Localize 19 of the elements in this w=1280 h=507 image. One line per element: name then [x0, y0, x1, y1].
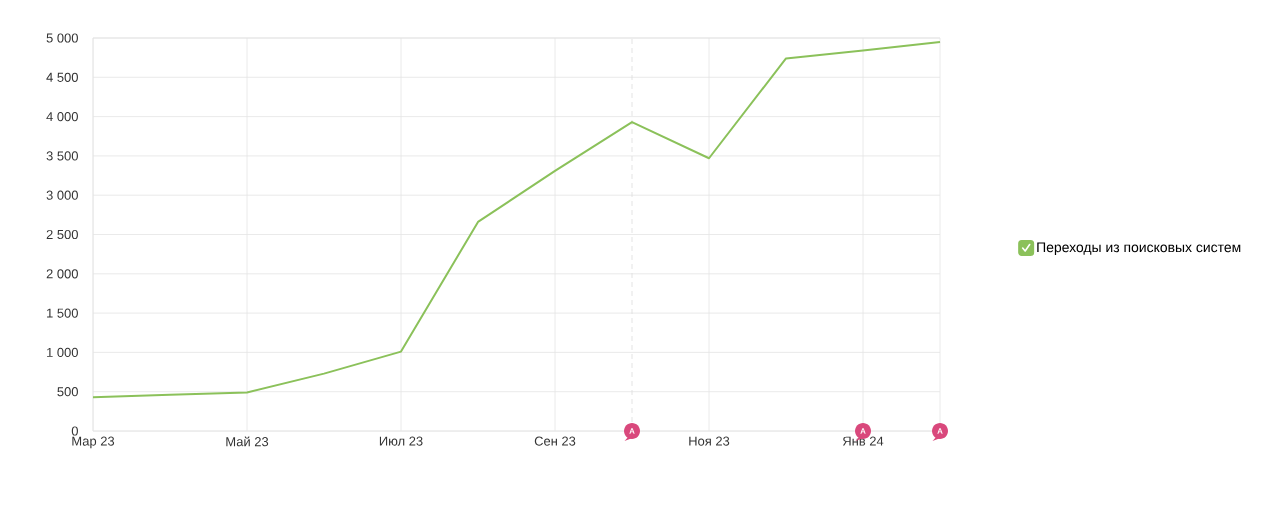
y-tick-label: 5 000	[46, 33, 78, 43]
legend-label: Переходы из поисковых систем	[1037, 242, 1241, 255]
y-tick-label: 500	[57, 387, 78, 397]
y-tick-label: 3 000	[46, 190, 78, 200]
y-tick-label: 4 500	[46, 72, 78, 82]
x-tick-label: Мар 23	[72, 436, 115, 449]
y-tick-label: 2 500	[46, 229, 78, 240]
y-tick-label: 4 000	[46, 112, 78, 122]
y-tick-label: 1 500	[47, 308, 78, 318]
y-tick-label: 1 000	[47, 347, 78, 357]
x-tick-label: Май 23	[226, 436, 269, 447]
y-tick-label: 3 500	[46, 151, 78, 161]
y-tick-label: 0	[71, 426, 78, 436]
x-tick-label: Янв 24	[842, 436, 884, 446]
x-tick-label: Июл 23	[379, 436, 423, 446]
line-series	[92, 40, 942, 399]
x-tick-label: Сен 23	[534, 436, 576, 446]
x-tick-label: Ноя 23	[689, 436, 730, 446]
y-tick-label: 2 000	[46, 269, 78, 279]
